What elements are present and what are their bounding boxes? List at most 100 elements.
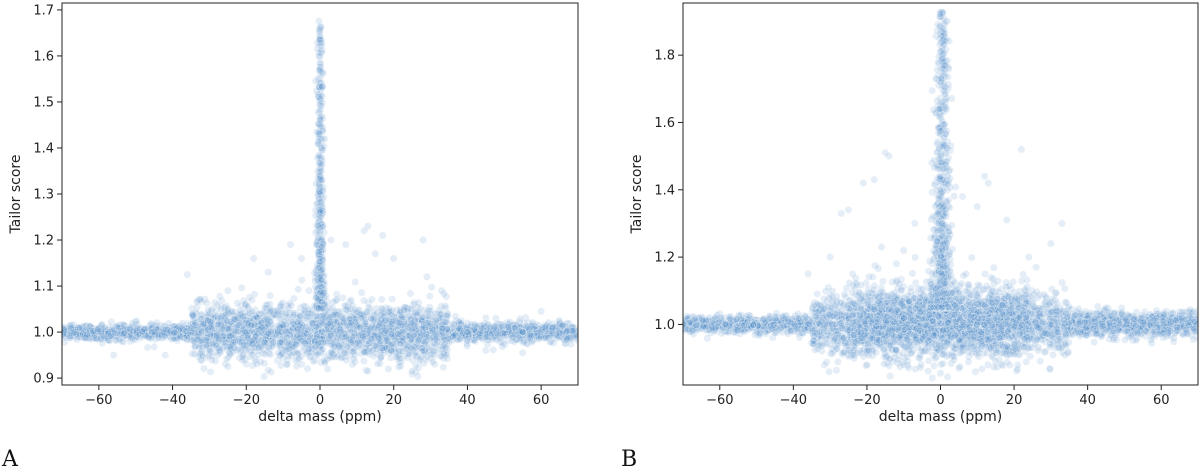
scatter-point xyxy=(381,326,390,335)
scatter-point xyxy=(143,328,152,337)
scatter-point xyxy=(132,326,141,334)
scatter-point xyxy=(141,331,150,340)
scatter-point xyxy=(82,330,90,339)
scatter-point xyxy=(359,357,368,365)
scatter-point xyxy=(87,326,95,335)
scatter-point xyxy=(66,328,74,337)
scatter-point xyxy=(69,329,78,338)
scatter-point xyxy=(316,288,325,297)
scatter-point xyxy=(414,298,423,307)
scatter-point xyxy=(142,324,151,333)
scatter-point xyxy=(67,329,75,338)
scatter-point xyxy=(70,326,79,334)
scatter-point xyxy=(318,222,327,231)
scatter-point xyxy=(315,129,324,138)
scatter-point xyxy=(132,326,141,335)
scatter-point xyxy=(119,320,128,329)
scatter-point xyxy=(526,331,535,340)
scatter-point xyxy=(438,324,447,333)
scatter-point xyxy=(151,326,160,335)
scatter-point xyxy=(177,324,185,333)
scatter-point xyxy=(162,328,171,337)
scatter-point xyxy=(108,327,117,336)
scatter-point xyxy=(178,324,186,333)
scatter-point xyxy=(83,326,92,335)
scatter-point xyxy=(188,310,197,318)
scatter-point xyxy=(140,332,149,341)
scatter-point xyxy=(104,327,113,336)
scatter-point xyxy=(169,322,178,331)
scatter-point xyxy=(170,331,179,339)
scatter-point xyxy=(327,236,335,244)
scatter-point xyxy=(82,331,91,339)
scatter-point xyxy=(450,320,458,329)
scatter-point xyxy=(161,322,170,331)
scatter-point xyxy=(135,327,143,336)
scatter-point xyxy=(155,327,164,335)
scatter-point xyxy=(131,317,140,326)
scatter-point xyxy=(333,325,342,334)
scatter-point xyxy=(122,325,131,334)
scatter-point xyxy=(419,337,428,346)
scatter-point xyxy=(223,317,232,326)
scatter-point xyxy=(140,327,148,336)
scatter-point xyxy=(132,331,141,340)
scatter-point xyxy=(149,327,158,336)
scatter-point xyxy=(126,328,135,337)
scatter-point xyxy=(425,292,434,301)
scatter-point xyxy=(62,328,70,336)
scatter-point xyxy=(463,341,472,350)
scatter-point xyxy=(149,328,158,337)
scatter-point xyxy=(66,331,75,340)
scatter-point xyxy=(66,329,74,338)
scatter-point xyxy=(62,332,70,340)
scatter-point xyxy=(116,320,124,329)
scatter-point xyxy=(537,307,545,316)
scatter-point xyxy=(78,329,87,338)
scatter-point xyxy=(119,324,128,332)
scatter-point xyxy=(327,348,336,357)
y-tick-label: 1.4 xyxy=(33,141,54,156)
scatter-point xyxy=(77,324,86,332)
scatter-point xyxy=(90,326,99,334)
scatter-point xyxy=(440,318,449,327)
scatter-point xyxy=(157,321,166,330)
scatter-point xyxy=(216,313,225,322)
scatter-point xyxy=(74,331,83,340)
scatter-point xyxy=(72,327,81,336)
scatter-point xyxy=(76,333,85,341)
scatter-point xyxy=(67,324,75,333)
scatter-point xyxy=(117,330,126,339)
scatter-point xyxy=(95,324,103,333)
scatter-point xyxy=(173,336,182,345)
scatter-point xyxy=(396,362,405,370)
scatter-point xyxy=(190,350,199,358)
scatter-point xyxy=(206,367,215,376)
scatter-point xyxy=(151,322,160,331)
scatter-point xyxy=(147,319,155,328)
y-tick-label: 0.9 xyxy=(33,372,54,387)
scatter-point xyxy=(150,328,159,337)
scatter-point xyxy=(118,337,126,346)
scatter-point xyxy=(145,325,154,334)
scatter-point xyxy=(118,329,127,338)
scatter-point xyxy=(115,329,124,338)
scatter-point xyxy=(124,326,133,335)
scatter-point xyxy=(314,247,323,256)
scatter-point xyxy=(98,328,107,337)
scatter-point xyxy=(81,328,89,336)
scatter-point xyxy=(144,330,152,339)
scatter-point xyxy=(100,331,109,340)
scatter-point xyxy=(141,327,149,336)
scatter-point xyxy=(87,330,96,338)
scatter-point xyxy=(139,326,148,335)
scatter-point xyxy=(149,328,158,336)
scatter-point xyxy=(140,331,149,340)
scatter-point xyxy=(161,325,170,334)
scatter-point xyxy=(225,335,233,344)
scatter-point xyxy=(737,326,745,335)
scatter-point xyxy=(179,329,188,338)
scatter-point xyxy=(175,327,184,335)
scatter-point xyxy=(317,112,326,121)
scatter-point xyxy=(158,326,166,335)
